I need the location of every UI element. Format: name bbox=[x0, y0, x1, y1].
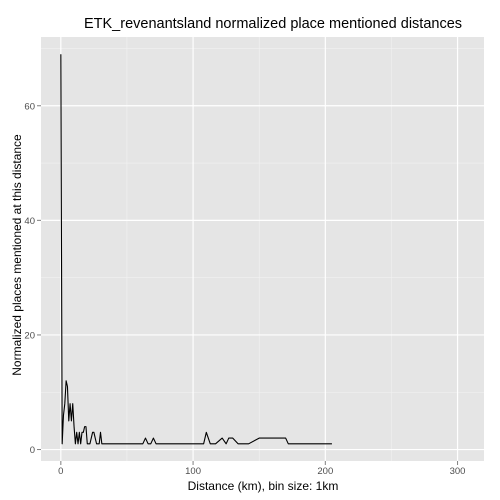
grid-major bbox=[41, 37, 484, 461]
y-tick-label: 0 bbox=[30, 445, 35, 456]
plot-panel bbox=[41, 37, 484, 461]
chart-title: ETK_revenantsland normalized place menti… bbox=[84, 16, 462, 32]
x-tick-label: 200 bbox=[317, 466, 333, 477]
y-tick-label: 40 bbox=[24, 216, 35, 227]
grid-minor bbox=[41, 37, 484, 461]
x-tick-label: 0 bbox=[58, 466, 63, 477]
x-axis-ticks: 0 100 200 300 bbox=[58, 461, 465, 477]
y-axis-ticks: 0 20 40 60 bbox=[24, 101, 41, 456]
series-layer bbox=[60, 54, 332, 445]
x-axis-title: Distance (km), bin size: 1km bbox=[188, 479, 339, 493]
y-tick-label: 20 bbox=[24, 330, 35, 341]
y-axis-title: Normalized places mentioned at this dist… bbox=[10, 134, 24, 376]
x-tick-label: 300 bbox=[450, 466, 466, 477]
y-tick-label: 60 bbox=[24, 101, 35, 112]
series-line-1 bbox=[60, 54, 332, 445]
x-tick-label: 100 bbox=[185, 466, 201, 477]
